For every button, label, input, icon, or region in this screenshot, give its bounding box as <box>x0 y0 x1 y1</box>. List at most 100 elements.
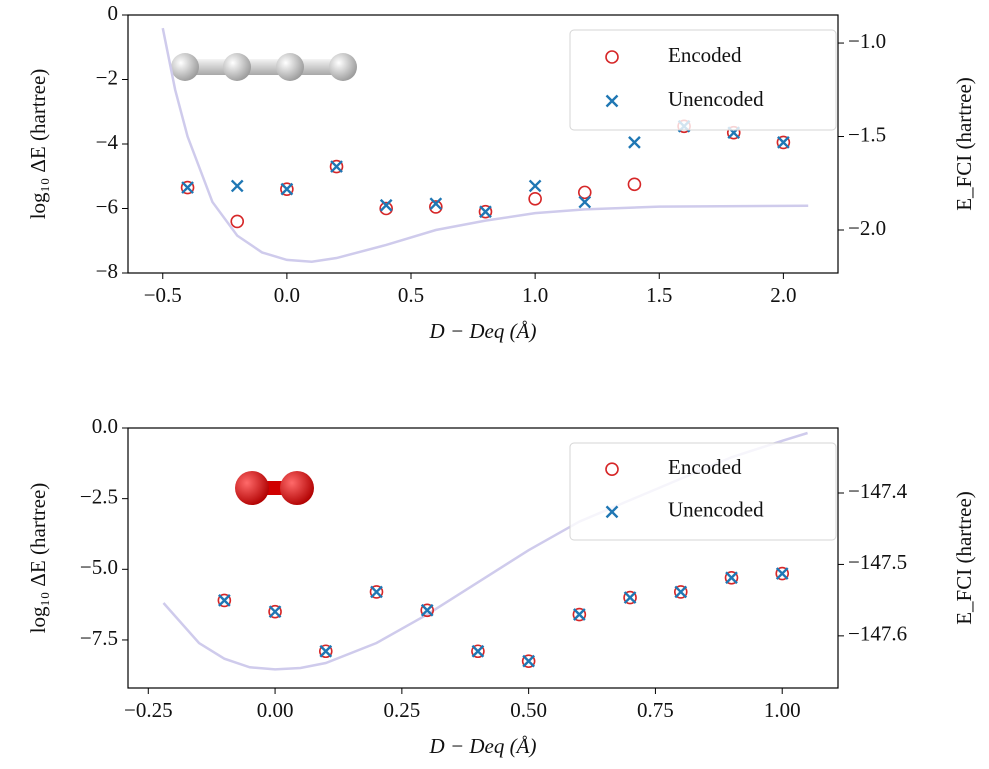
y-tick-label: −2.5 <box>80 484 118 508</box>
x-marker <box>777 136 790 149</box>
legend-marker <box>605 505 619 519</box>
y-tick-label: −5.0 <box>80 555 118 579</box>
legend-label: Unencoded <box>668 87 764 111</box>
x-marker <box>628 136 641 149</box>
encoded-point <box>478 204 493 219</box>
encoded-point <box>429 200 443 214</box>
x-marker <box>578 195 592 209</box>
encoded-point <box>572 607 587 622</box>
x-marker <box>522 654 535 668</box>
x-marker <box>775 567 789 580</box>
y-tick-label: 0 <box>108 1 119 25</box>
y2-axis-label: E_FCI (hartree) <box>952 491 976 625</box>
legend-label: Encoded <box>668 455 742 479</box>
legend-label: Unencoded <box>668 498 764 522</box>
x-marker <box>280 182 294 196</box>
o2-molecule <box>235 471 314 505</box>
y2-tick-label: −1.5 <box>848 122 886 146</box>
legend-box <box>569 442 837 541</box>
y2-tick-label: −2.0 <box>848 216 886 240</box>
encoded-point <box>776 135 791 150</box>
unencoded-point <box>268 605 282 619</box>
y-axis-label: log₁₀ ΔE (hartree) <box>26 483 50 634</box>
x-marker <box>218 594 231 607</box>
x-tick-label: 2.0 <box>770 283 796 307</box>
x-marker <box>623 591 637 604</box>
y-tick-label: 0.0 <box>92 414 118 438</box>
x-marker <box>370 585 383 599</box>
unencoded-point <box>471 644 485 658</box>
encoded-point <box>329 159 344 174</box>
encoded-point <box>471 644 485 659</box>
unencoded-point <box>725 571 738 585</box>
x-tick-label: 0.25 <box>383 698 420 722</box>
x-tick-label: 1.5 <box>646 283 672 307</box>
y-tick-label: −7.5 <box>80 626 118 650</box>
legend-marker <box>605 462 619 476</box>
x-marker <box>379 198 393 212</box>
encoded-point <box>623 590 637 605</box>
unencoded-point <box>522 654 535 668</box>
encoded-point <box>180 180 195 195</box>
x-tick-label: 1.00 <box>764 698 801 722</box>
unencoded-point <box>230 179 244 193</box>
encoded-point <box>217 593 232 608</box>
unencoded-point <box>623 591 637 604</box>
encoded-point <box>318 644 333 659</box>
encoded-point <box>268 604 282 619</box>
unencoded-point <box>280 182 294 196</box>
x-marker <box>181 181 194 194</box>
x-tick-label: 1.0 <box>522 283 548 307</box>
unencoded-point <box>578 195 592 209</box>
unencoded-point <box>379 198 393 212</box>
encoded-point <box>528 192 542 206</box>
encoded-point <box>280 182 294 196</box>
encoded-point <box>627 177 642 192</box>
legend-box <box>569 29 837 131</box>
x-marker <box>479 205 492 219</box>
x-tick-label: 0.0 <box>274 283 300 307</box>
x-tick-label: −0.25 <box>124 698 173 722</box>
x-axis-label: D − Deq (Å) <box>429 319 537 343</box>
x-tick-label: −0.5 <box>144 283 182 307</box>
x-axis-label: D − Deq (Å) <box>429 734 537 758</box>
unencoded-point <box>181 181 194 194</box>
y2-axis-label: E_FCI (hartree) <box>952 77 976 211</box>
unencoded-point <box>429 197 443 211</box>
y-tick-label: −4 <box>96 130 119 154</box>
encoded-point <box>521 654 536 668</box>
unencoded-point <box>370 585 383 599</box>
encoded-point <box>724 570 739 585</box>
unencoded-point <box>777 136 790 149</box>
x-tick-label: 0.5 <box>398 283 424 307</box>
y-tick-label: −2 <box>96 65 118 89</box>
x-marker <box>674 585 688 599</box>
unencoded-point <box>674 585 688 599</box>
encoded-point <box>420 603 435 618</box>
y2-tick-label: −147.6 <box>848 622 907 646</box>
x-marker <box>330 160 343 173</box>
unencoded-point <box>330 160 343 173</box>
encoded-point <box>379 201 393 216</box>
x-marker <box>319 644 333 658</box>
y2-tick-label: −147.4 <box>848 479 908 503</box>
encoded-point <box>673 585 688 599</box>
encoded-point <box>775 566 790 581</box>
x-marker <box>230 179 244 193</box>
x-marker <box>528 179 542 193</box>
x-tick-label: 0.00 <box>257 698 294 722</box>
legend-marker <box>605 50 619 64</box>
unencoded-point <box>573 608 586 621</box>
unencoded-point <box>775 567 789 580</box>
x-marker <box>471 644 485 658</box>
legend-label: Encoded <box>668 43 742 67</box>
x-tick-label: 0.75 <box>637 698 674 722</box>
unencoded-point <box>319 644 333 658</box>
unencoded-point <box>420 603 434 617</box>
y-tick-label: −8 <box>96 259 118 283</box>
legend-marker <box>605 94 619 108</box>
x-marker <box>420 603 434 617</box>
unencoded-point <box>218 594 231 607</box>
unencoded-point <box>628 136 641 149</box>
